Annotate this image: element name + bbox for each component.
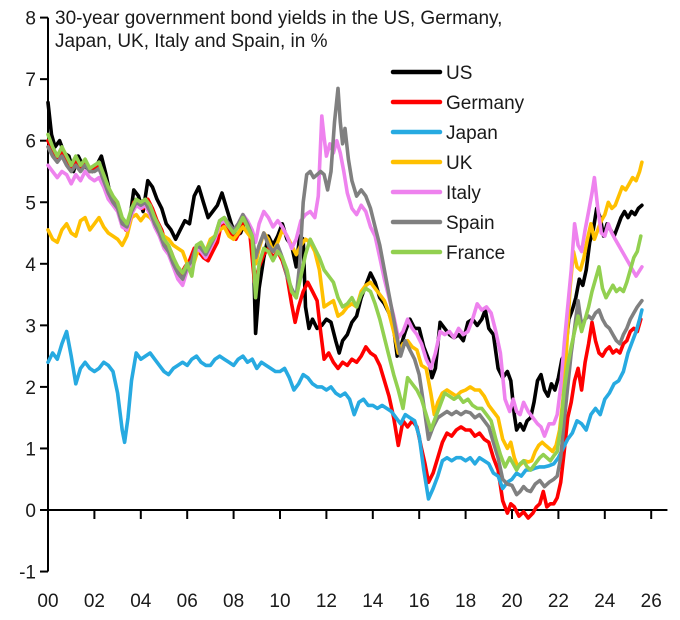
x-axis-tick-label: 20 (501, 591, 522, 612)
x-axis-tick-label: 26 (641, 591, 662, 612)
x-axis-tick-label: 00 (37, 591, 58, 612)
legend-label-japan: Japan (446, 123, 498, 144)
legend-item-italy: Italy (390, 183, 481, 204)
x-axis-tick-label: 04 (130, 591, 152, 612)
y-axis-tick-label: 4 (25, 255, 36, 276)
y-axis-tick-label: 1 (25, 439, 36, 460)
x-axis-tick-label: 16 (409, 591, 430, 612)
x-axis-tick-label: 18 (455, 591, 476, 612)
x-axis-tick-label: 24 (594, 591, 616, 612)
legend-item-uk: UK (390, 153, 473, 174)
y-axis-tick-label: 6 (25, 132, 36, 153)
x-axis-tick-label: 14 (362, 591, 384, 612)
legend-item-us: US (390, 63, 472, 84)
legend-label-france: France (446, 243, 505, 264)
y-axis-tick-label: 7 (25, 70, 36, 91)
series-line-spain (46, 86, 644, 497)
x-axis-tick-label: 12 (316, 591, 337, 612)
x-axis-tick-label: 08 (223, 591, 244, 612)
legend-label-italy: Italy (446, 183, 481, 204)
legend: US Germany Japan UK Italy Spain France (390, 63, 525, 264)
legend-label-uk: UK (446, 153, 473, 174)
legend-item-spain: Spain (390, 213, 495, 234)
y-axis-tick-label: -1 (19, 563, 36, 584)
y-axis-tick-label: 2 (25, 378, 36, 399)
y-axis-tick-label: 5 (25, 193, 36, 214)
series-line-france (46, 132, 643, 472)
y-axis-tick-label: 0 (25, 501, 36, 522)
legend-label-germany: Germany (446, 93, 525, 114)
series-line-us (46, 100, 644, 432)
legend-item-germany: Germany (390, 93, 525, 114)
series-line-japan (46, 308, 644, 501)
x-axis-tick-label: 10 (269, 591, 290, 612)
y-axis-tick-label: 3 (25, 316, 36, 337)
plot-lines (46, 86, 644, 520)
y-axis-tick-label: 8 (25, 9, 36, 30)
legend-item-france: France (390, 243, 505, 264)
legend-label-us: US (446, 63, 472, 84)
x-axis-tick-label: 06 (177, 591, 198, 612)
legend-label-spain: Spain (446, 213, 495, 234)
x-axis-tick-label: 22 (548, 591, 569, 612)
chart-title-line1: 30-year government bond yields in the US… (55, 8, 502, 29)
legend-item-japan: Japan (390, 123, 498, 144)
chart-title-line2: Japan, UK, Italy and Spain, in % (55, 31, 328, 52)
x-axis-tick-label: 02 (84, 591, 105, 612)
